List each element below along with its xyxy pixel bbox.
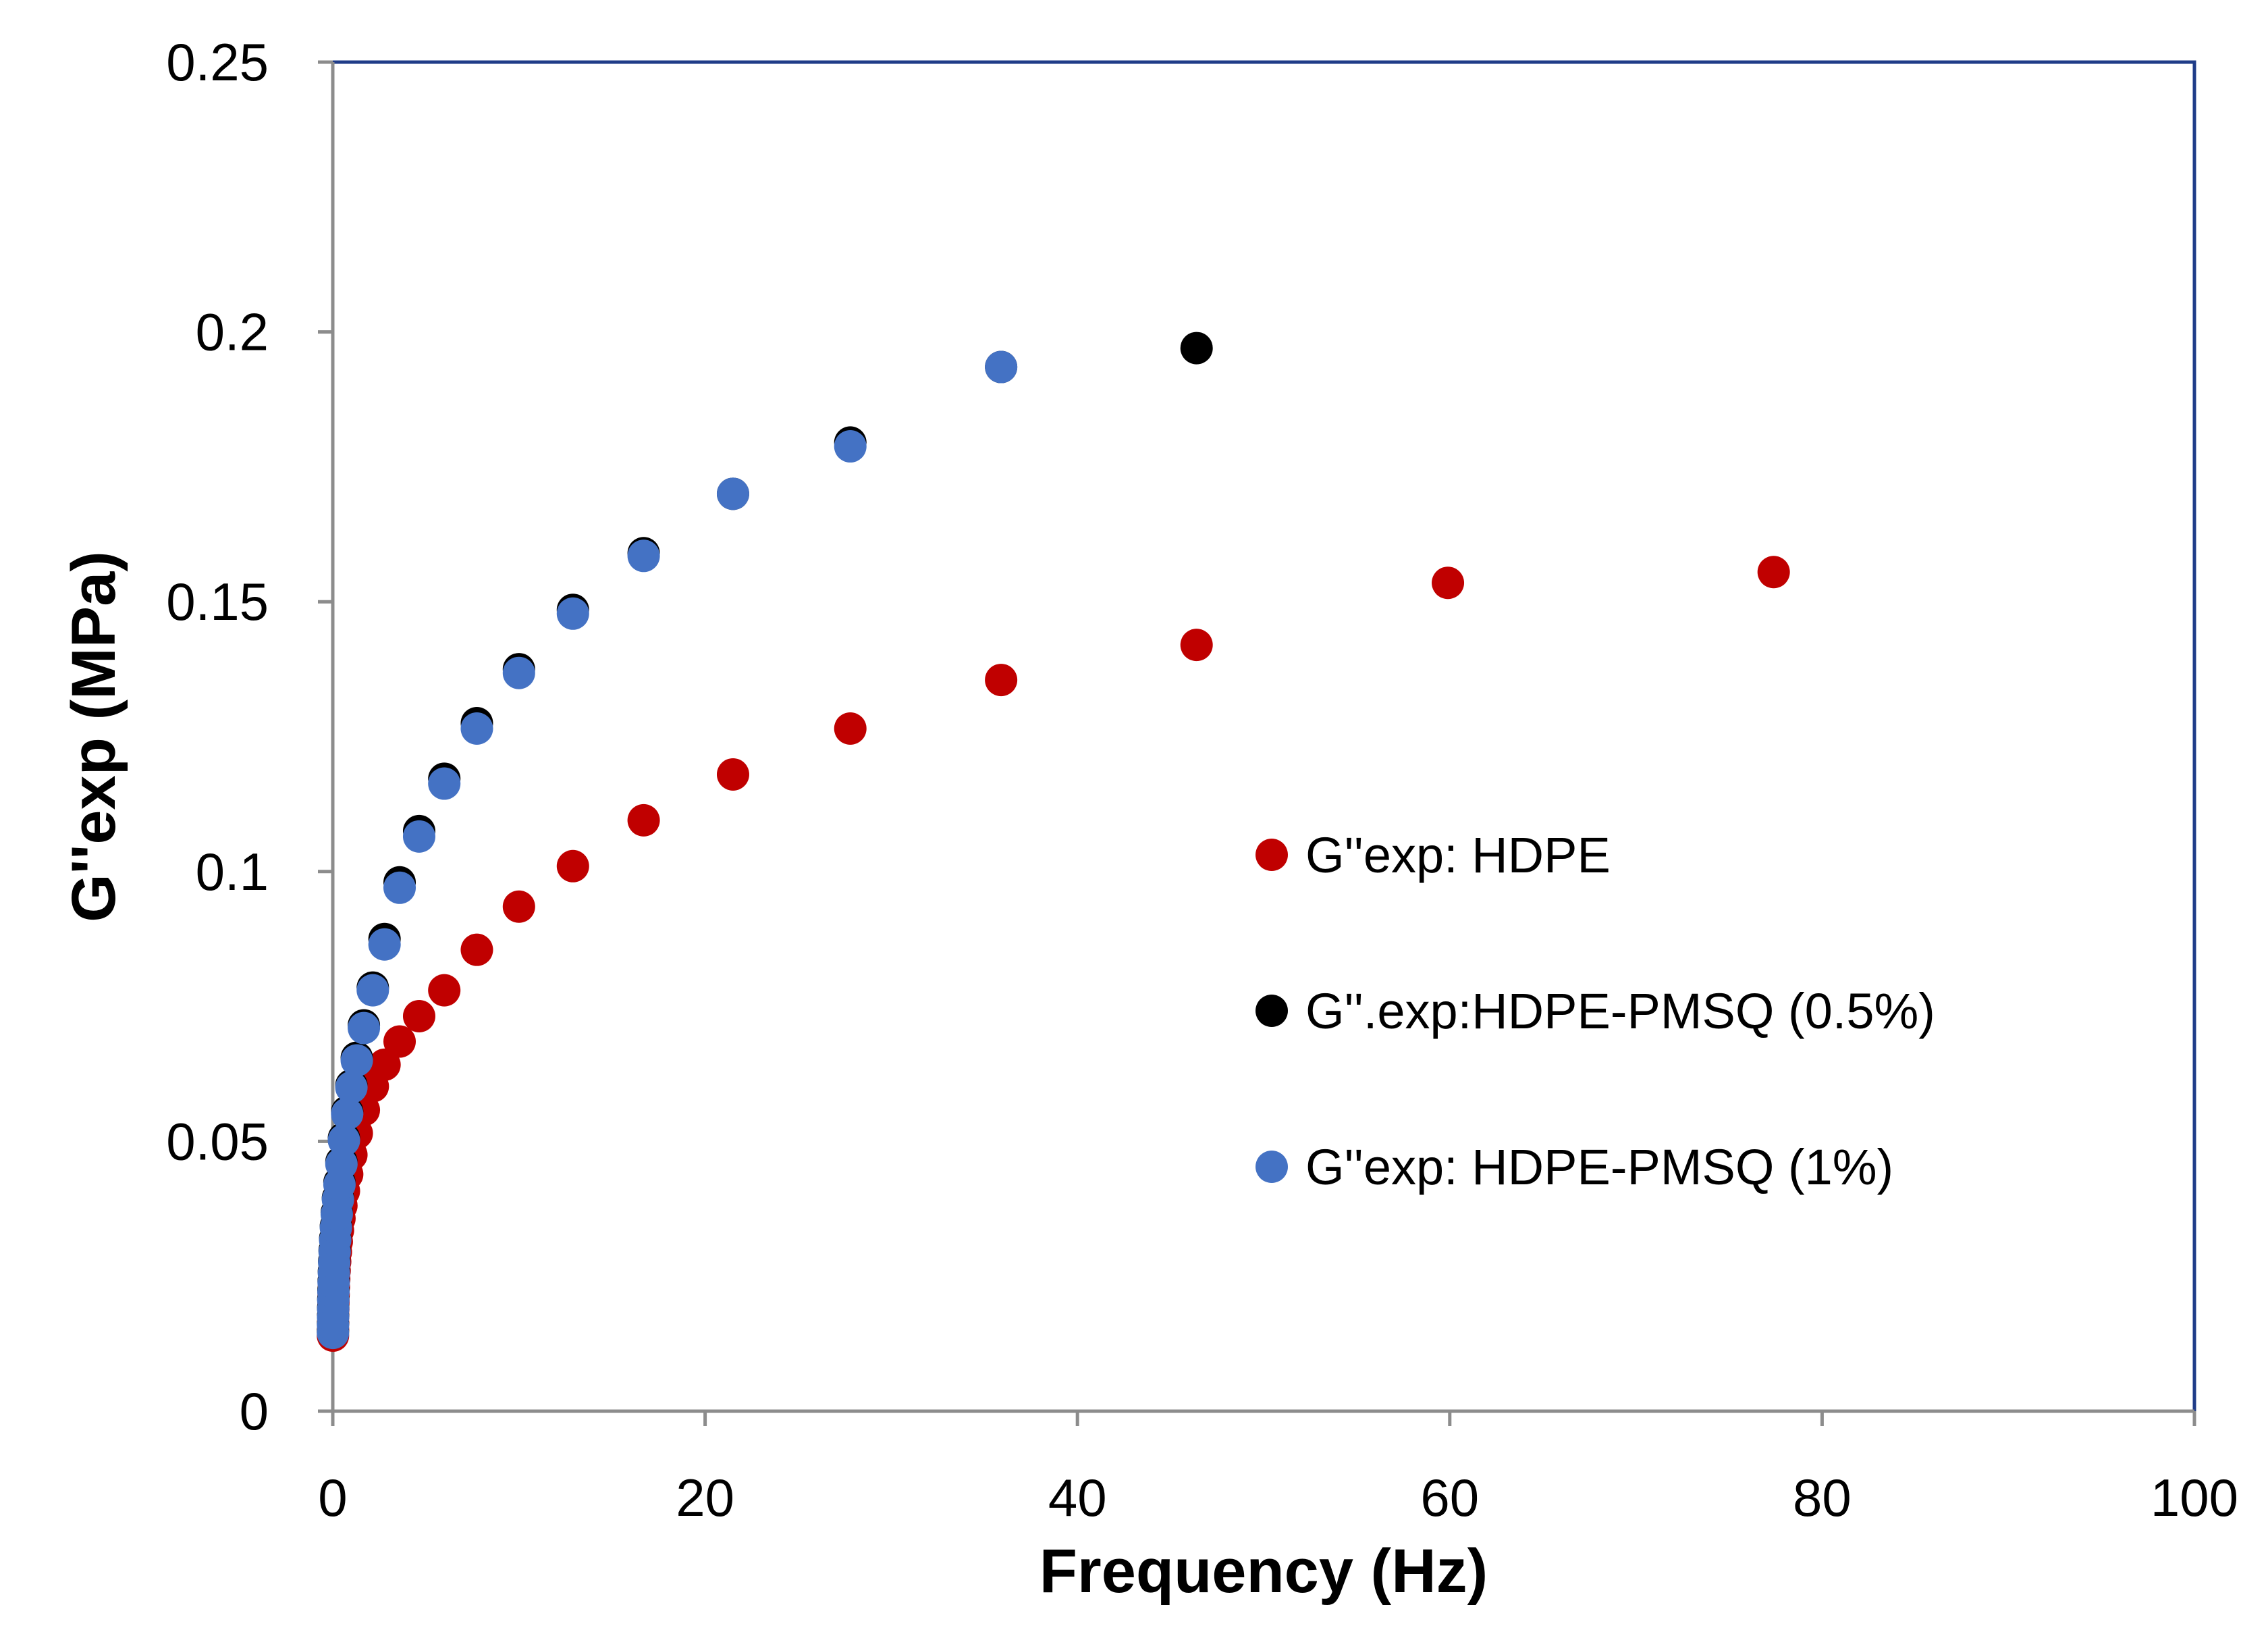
point-hdpe-pmsq-1 xyxy=(327,1124,360,1157)
point-hdpe-pmsq-1 xyxy=(356,974,389,1007)
y-tick-label: 0.2 xyxy=(196,302,269,362)
legend-label-hdpe-pmsq-0.5: G''.exp:HDPE-PMSQ (0.5%) xyxy=(1305,983,1935,1039)
point-hdpe-pmsq-1 xyxy=(402,820,435,853)
point-hdpe-pmsq-1 xyxy=(348,1011,381,1045)
point-hdpe-pmsq-1 xyxy=(834,430,867,463)
point-hdpe xyxy=(368,1048,401,1081)
x-axis-ticks: 0 20 40 60 80 100 xyxy=(318,1411,2238,1527)
x-tick-label: 60 xyxy=(1420,1468,1479,1527)
legend-label-hdpe-pmsq-1: G''exp: HDPE-PMSQ (1%) xyxy=(1305,1139,1893,1195)
point-hdpe-pmsq-1 xyxy=(325,1147,358,1180)
y-tick-label: 0.05 xyxy=(166,1111,269,1171)
point-hdpe xyxy=(428,974,461,1007)
point-hdpe-pmsq-1 xyxy=(502,656,535,689)
x-tick-label: 40 xyxy=(1048,1468,1107,1527)
point-hdpe xyxy=(460,933,493,966)
point-hdpe xyxy=(1757,556,1790,589)
point-hdpe xyxy=(1180,629,1213,662)
point-hdpe-pmsq-1 xyxy=(368,928,401,961)
point-hdpe-pmsq-1 xyxy=(428,767,461,800)
point-hdpe xyxy=(627,803,660,837)
x-tick-label: 0 xyxy=(318,1468,347,1527)
point-hdpe-pmsq-1 xyxy=(331,1097,364,1130)
legend-marker-hdpe xyxy=(1256,839,1288,871)
y-axis-ticks: 0 0.05 0.1 0.15 0.2 0.25 xyxy=(166,32,333,1441)
point-hdpe xyxy=(985,664,1018,697)
plot-area-frame xyxy=(331,60,2196,1413)
x-axis-title: Frequency (Hz) xyxy=(1040,1537,1488,1606)
y-axis-title: G''exp (MPa) xyxy=(59,551,128,922)
y-tick-label: 0 xyxy=(240,1381,269,1441)
point-hdpe-pmsq-0.5 xyxy=(1180,332,1213,365)
point-hdpe xyxy=(556,849,589,882)
legend: G''exp: HDPE G''.exp:HDPE-PMSQ (0.5%) G'… xyxy=(1256,827,1935,1195)
y-tick-label: 0.1 xyxy=(196,842,269,901)
point-hdpe xyxy=(834,712,867,745)
y-tick-label: 0.15 xyxy=(166,572,269,631)
x-tick-label: 100 xyxy=(2151,1468,2238,1527)
point-hdpe-pmsq-1 xyxy=(383,871,416,904)
point-hdpe-pmsq-1 xyxy=(460,712,493,745)
point-hdpe-pmsq-1 xyxy=(340,1044,373,1077)
point-hdpe xyxy=(383,1025,416,1058)
point-hdpe-pmsq-1 xyxy=(335,1071,368,1104)
point-hdpe-pmsq-1 xyxy=(716,477,749,510)
point-hdpe-pmsq-1 xyxy=(985,350,1018,384)
point-hdpe xyxy=(402,999,435,1032)
point-hdpe xyxy=(502,890,535,923)
legend-marker-hdpe-pmsq-0.5 xyxy=(1256,995,1288,1027)
point-hdpe-pmsq-1 xyxy=(556,597,589,630)
legend-marker-hdpe-pmsq-1 xyxy=(1256,1151,1288,1183)
data-points xyxy=(317,332,1790,1352)
point-hdpe-pmsq-1 xyxy=(627,539,660,573)
point-hdpe xyxy=(1432,566,1465,600)
x-tick-label: 80 xyxy=(1793,1468,1852,1527)
x-tick-label: 20 xyxy=(676,1468,734,1527)
y-tick-label: 0.25 xyxy=(166,32,269,92)
point-hdpe xyxy=(716,758,749,791)
legend-label-hdpe: G''exp: HDPE xyxy=(1305,827,1611,883)
